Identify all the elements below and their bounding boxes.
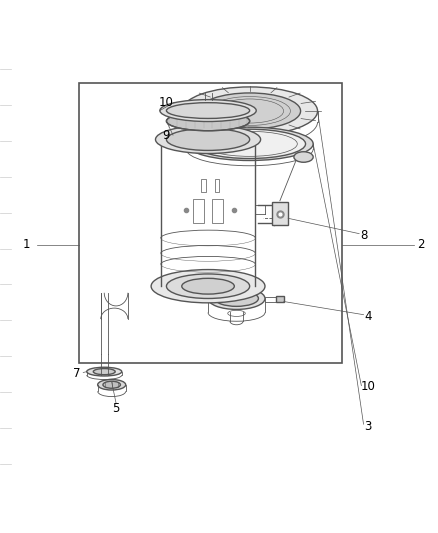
Ellipse shape	[182, 278, 234, 294]
Ellipse shape	[186, 127, 313, 160]
Ellipse shape	[208, 287, 265, 310]
Bar	[215, 179, 219, 192]
Bar	[201, 179, 206, 192]
Text: 1: 1	[22, 238, 30, 251]
Ellipse shape	[199, 93, 300, 129]
Ellipse shape	[166, 111, 250, 131]
Bar	[193, 199, 204, 223]
Text: 4: 4	[364, 310, 372, 324]
Text: 2: 2	[417, 238, 424, 251]
Text: 5: 5	[113, 402, 120, 415]
Bar	[276, 296, 284, 302]
Ellipse shape	[151, 270, 265, 303]
Ellipse shape	[103, 381, 120, 388]
Ellipse shape	[294, 152, 313, 162]
Ellipse shape	[194, 129, 306, 158]
Ellipse shape	[166, 128, 250, 150]
Text: 3: 3	[364, 420, 371, 433]
Ellipse shape	[166, 274, 250, 298]
Text: 9: 9	[162, 128, 170, 142]
Text: 8: 8	[360, 229, 367, 243]
Ellipse shape	[87, 367, 122, 376]
Text: 10: 10	[360, 381, 375, 393]
Ellipse shape	[160, 100, 256, 122]
Bar	[212, 199, 223, 223]
Ellipse shape	[182, 87, 318, 135]
Text: 10: 10	[159, 96, 174, 109]
Ellipse shape	[93, 368, 115, 375]
Text: 7: 7	[73, 367, 81, 381]
Bar	[79, 83, 342, 363]
Ellipse shape	[166, 103, 250, 118]
Ellipse shape	[98, 379, 126, 390]
Ellipse shape	[215, 290, 258, 306]
Ellipse shape	[155, 125, 261, 154]
Bar	[272, 202, 288, 225]
